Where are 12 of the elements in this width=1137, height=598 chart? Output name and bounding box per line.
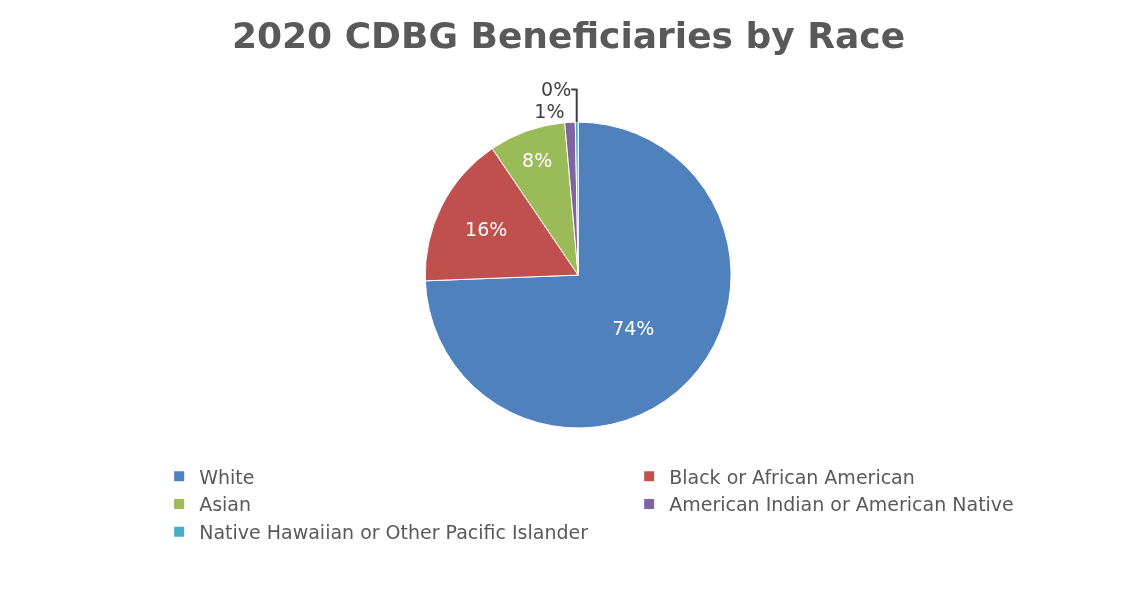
data-label: 74% xyxy=(612,317,655,340)
legend-label: American Indian or American Native xyxy=(669,493,1014,516)
data-label: 16% xyxy=(465,217,508,240)
legend-label: White xyxy=(199,465,255,488)
legend-label: Black or African American xyxy=(669,465,915,488)
legend-label: Native Hawaiian or Other Pacific Islander xyxy=(199,521,589,544)
legend-label: Asian xyxy=(199,493,252,516)
chart-title: 2020 CDBG Beneficiaries by Race xyxy=(231,15,906,57)
data-label: 1% xyxy=(534,100,565,123)
data-label: 8% xyxy=(522,149,553,171)
data-label: 0% xyxy=(541,78,572,101)
pie-slice xyxy=(424,121,732,429)
